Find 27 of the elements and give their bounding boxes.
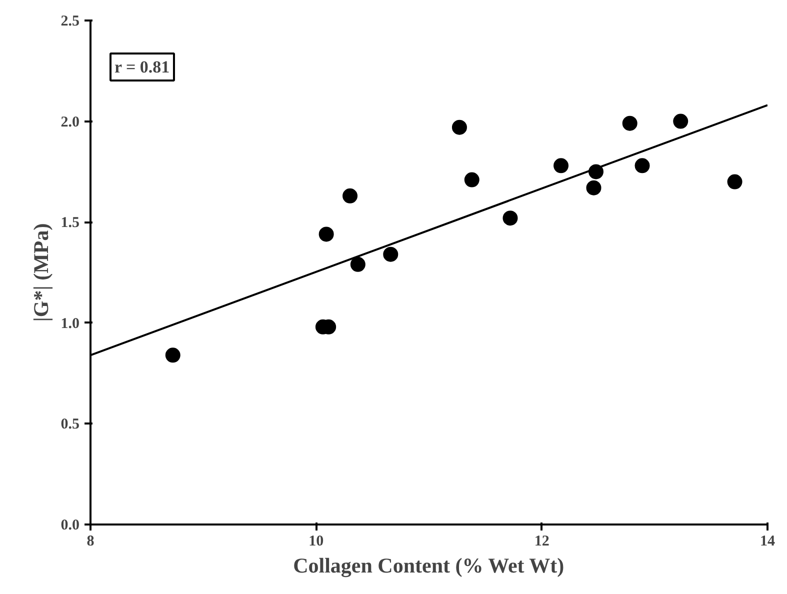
annotation: r = 0.81: [114, 58, 170, 76]
point: [673, 114, 688, 129]
point: [622, 116, 638, 131]
x-tick-label: 12: [534, 534, 550, 550]
x-tick-label: 10: [308, 534, 324, 550]
point: [165, 348, 180, 363]
y-tick-label: 1.0: [60, 316, 80, 332]
point: [318, 226, 334, 242]
y-tick-label: 1.5: [60, 215, 80, 232]
point: [502, 210, 518, 226]
point: [452, 120, 467, 135]
y-tick-label: 2.5: [60, 14, 80, 30]
x-tick-label: 14: [760, 534, 776, 550]
point: [634, 158, 650, 174]
point: [554, 158, 569, 174]
point: [350, 256, 366, 272]
y-axis-title: |G*| (MPa): [28, 223, 53, 322]
point: [727, 174, 742, 190]
point: [383, 246, 398, 262]
y-tick-label: 2.0: [60, 114, 80, 130]
point: [586, 180, 602, 196]
x-axis-title: Collagen Content (% Wet Wt): [293, 554, 564, 578]
point: [342, 188, 358, 204]
point: [464, 172, 480, 188]
y-tick-label: 0.5: [60, 416, 80, 433]
x-tick-label: 8: [86, 534, 94, 550]
y-tick-label: 0.0: [60, 518, 80, 534]
